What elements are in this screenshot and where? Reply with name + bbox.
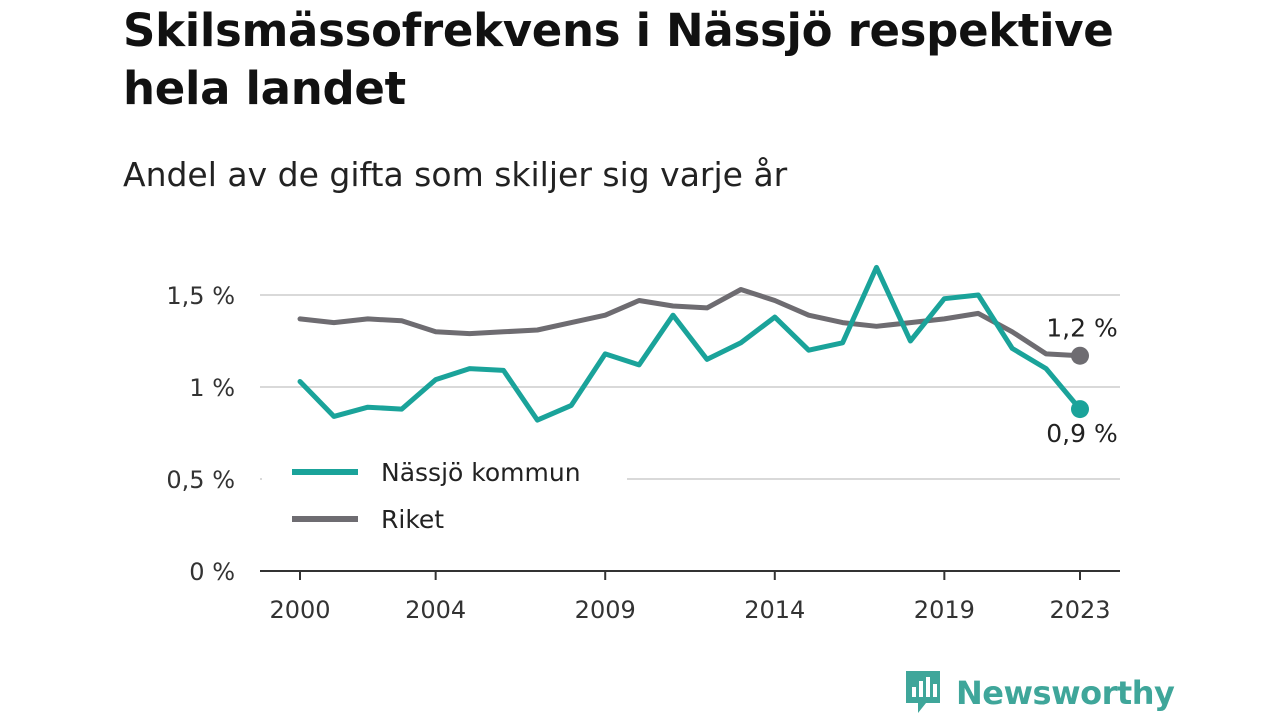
chart-title: Skilsmässofrekvens i Nässjö respektive h…: [123, 4, 1114, 115]
y-tick-label: 0,5 %: [166, 466, 235, 494]
x-tick-label: 2019: [914, 596, 975, 624]
legend: Nässjö kommun Riket: [262, 450, 627, 550]
legend-label: Nässjö kommun: [381, 458, 581, 487]
legend-background: [262, 450, 627, 550]
newsworthy-logo-icon: [902, 667, 944, 719]
series-line: [297, 287, 1083, 359]
brand-logo: Newsworthy: [902, 667, 1175, 719]
x-tick-label: 2014: [744, 596, 805, 624]
series-lines: 0,9 % 1,2 %: [297, 264, 1118, 448]
legend-label: Riket: [381, 505, 444, 534]
y-tick-label: 1,5 %: [166, 282, 235, 310]
x-tick-label: 2009: [575, 596, 636, 624]
chart-subtitle: Andel av de gifta som skiljer sig varje …: [123, 155, 788, 194]
series-end-label: 0,9 %: [1046, 419, 1117, 448]
y-tick-label: 1 %: [189, 374, 235, 402]
series-end-point: [1071, 400, 1089, 419]
y-tick-label: 0 %: [189, 558, 235, 586]
brand-name: Newsworthy: [956, 674, 1175, 712]
x-tick-label: 2023: [1049, 596, 1110, 624]
series-line: [297, 264, 1083, 423]
x-tick-label: 2004: [405, 596, 466, 624]
series-end-label: 1,2 %: [1046, 314, 1117, 343]
x-axis-ticks: 2000 2004 2009 2014 2019 2023: [269, 571, 1111, 624]
x-tick-label: 2000: [269, 596, 330, 624]
y-axis-ticks: 0 % 0,5 % 1 % 1,5 %: [166, 282, 235, 586]
series-end-point: [1071, 346, 1089, 365]
